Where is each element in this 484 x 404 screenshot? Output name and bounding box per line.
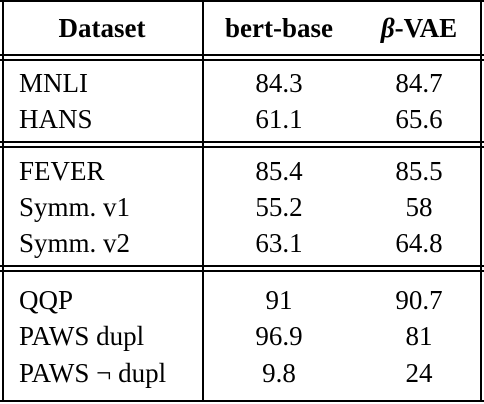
- table-cell-bert-base: 63.1: [255, 228, 303, 258]
- table-cell-dataset: PAWS dupl: [19, 321, 145, 351]
- table-cell-beta-vae: 24: [405, 358, 433, 388]
- group-rule-2-lower: [0, 270, 484, 272]
- header-rule-lower: [0, 59, 484, 61]
- beta-symbol: β: [380, 13, 395, 43]
- column-divider: [202, 0, 204, 402]
- table-cell-beta-vae: 90.7: [395, 285, 443, 315]
- table-cell-dataset: MNLI: [19, 68, 88, 98]
- table-cell-beta-vae: 85.5: [395, 156, 443, 186]
- table-cell-bert-base: 85.4: [255, 156, 303, 186]
- table-cell-dataset: PAWS ¬ dupl: [19, 358, 167, 388]
- table-cell-dataset: Symm. v1: [19, 192, 131, 222]
- header-bert-base: bert-base: [225, 13, 333, 43]
- header-beta-vae-suffix: -VAE: [394, 13, 458, 43]
- header-dataset: Dataset: [58, 13, 146, 43]
- table-cell-bert-base: 9.8: [262, 358, 296, 388]
- table-cell-beta-vae: 58: [405, 192, 433, 222]
- header-rule-upper: [0, 54, 484, 56]
- table-cell-bert-base: 55.2: [255, 192, 303, 222]
- table-cell-bert-base: 96.9: [255, 321, 303, 351]
- table-cell-beta-vae: 84.7: [395, 68, 443, 98]
- table-cell-dataset: HANS: [19, 104, 93, 134]
- top-rule: [0, 0, 484, 2]
- table-cell-bert-base: 61.1: [255, 104, 303, 134]
- group-rule-1-upper: [0, 141, 484, 143]
- table-cell-beta-vae: 81: [405, 321, 433, 351]
- table-cell-bert-base: 84.3: [255, 68, 303, 98]
- table-cell-dataset: Symm. v2: [19, 228, 131, 258]
- right-border: [480, 0, 482, 402]
- left-border: [2, 0, 4, 402]
- table-cell-beta-vae: 64.8: [395, 228, 443, 258]
- table-cell-beta-vae: 65.6: [395, 104, 443, 134]
- group-rule-2-upper: [0, 265, 484, 267]
- bottom-rule: [0, 400, 484, 402]
- table-cell-bert-base: 91: [265, 285, 293, 315]
- group-rule-1-lower: [0, 146, 484, 148]
- header-beta-vae: β-VAE: [356, 10, 482, 46]
- table-cell-dataset: FEVER: [19, 156, 105, 186]
- table-cell-dataset: QQP: [19, 285, 74, 315]
